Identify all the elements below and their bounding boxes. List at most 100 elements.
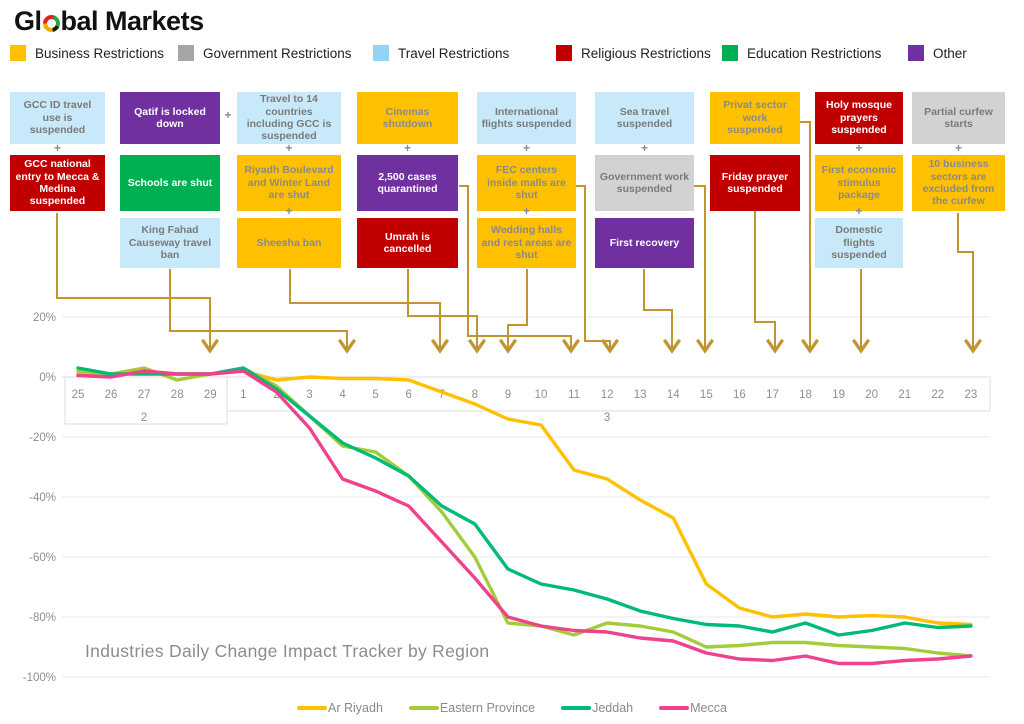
legend-swatch-icon [10,45,26,61]
annotation-text: 10 business sectors are excluded from th… [922,158,995,208]
annotation-text: First economic stimulus package [821,164,897,202]
series-line-mecca [76,369,973,666]
x-axis-label: 7 [439,389,445,401]
connector-arrow [643,269,682,354]
legend-item-business: Business Restrictions [10,44,164,62]
connector-arrow [800,121,820,354]
annotation-text: Wedding halls and rest areas are shut [481,224,572,262]
x-axis-label: 21 [898,389,911,401]
x-axis-label: 29 [204,389,217,401]
plus-icon: + [954,141,962,155]
x-axis-label: 16 [733,389,746,401]
annotation-box: 2,500 cases quarantined [357,155,458,211]
plus-icon: + [53,141,61,155]
annotation-text: GCC ID travel use is suspended [23,99,92,137]
x-axis-label: 10 [535,389,548,401]
annotation-box: Friday prayer suspended [710,155,800,211]
legend-label: Religious Restrictions [581,45,711,61]
legend-swatch-icon [178,45,194,61]
annotation-box: First economic stimulus package [815,155,903,211]
annotation-text: First recovery [609,236,680,249]
annotation-box: International flights suspended [477,92,576,144]
legend-item-travel: Travel Restrictions [373,44,509,62]
legend-label: Business Restrictions [35,45,165,61]
annotation-text: Qatif is locked down [134,105,206,130]
annotation-box: Sheesha ban [237,218,341,268]
connector-arrow [459,185,581,354]
x-axis-label: 13 [634,389,647,401]
x-axis-label: 15 [700,389,713,401]
annotation-box: Cinemas shutdown [357,92,458,144]
annotation-box: Government work suspended [595,155,694,211]
annotation-box: GCC ID travel use is suspended [10,92,105,144]
plus-icon: + [285,204,293,218]
plus-icon: + [522,141,530,155]
x-axis-label: 4 [339,389,346,401]
connector-arrow [289,269,450,354]
annotation-text: King Fahad Causeway travel ban [128,224,212,262]
annotation-text: Schools are shut [127,176,213,189]
x-axis-label: 12 [601,389,614,401]
global-markets-logo: Gl bal Markets [14,6,204,37]
legend-label: Education Restrictions [747,45,882,61]
legend-item-other: Other [908,44,967,62]
legend-item-education: Education Restrictions [722,44,881,62]
annotation-text: Sheesha ban [256,236,322,249]
logo-text-right: bal Markets [60,6,205,36]
y-axis-label: -80% [29,612,56,624]
y-axis-label: -20% [29,432,56,444]
legend-item-religious: Religious Restrictions [556,44,711,62]
month-label: 3 [604,412,610,424]
series-legend: Ar Riyadh Eastern Province Jeddah Mecca [0,701,1024,715]
series-label: Ar Riyadh [328,701,383,715]
legend-label: Travel Restrictions [398,45,510,61]
series-label: Jeddah [592,701,634,715]
series-legend-item: Jeddah [561,701,633,715]
x-axis-label: 9 [505,389,511,401]
annotation-text: Sea travel suspended [616,105,673,130]
series-legend-item: Ar Riyadh [297,701,383,715]
logo-text-left: Gl [14,6,42,36]
annotation-text: Government work suspended [599,170,690,195]
annotation-box: King Fahad Causeway travel ban [120,218,220,268]
x-axis-label: 25 [72,389,85,401]
plus-icon: + [640,141,648,155]
series-swatch-icon [659,706,690,710]
annotation-box: Domestic flights suspended [815,218,903,268]
connector-arrow [957,213,983,354]
legend-swatch-icon [373,45,389,61]
annotation-text: Privat sector work suspended [723,99,787,137]
plus-icon: + [855,141,863,155]
annotation-box: GCC national entry to Mecca & Medina sus… [10,155,105,211]
x-axis-label: 3 [306,389,312,401]
connector-arrow [56,213,220,354]
annotation-box: Wedding halls and rest areas are shut [477,218,576,268]
series-legend-item: Mecca [659,701,727,715]
axis-band [64,377,991,425]
connector-arrow [576,185,620,354]
annotation-text: Umrah is cancelled [383,230,432,255]
x-axis-label: 28 [171,389,184,401]
annotation-text: International flights suspended [481,105,572,130]
x-axis-label: 19 [832,389,845,401]
x-axis-label: 11 [568,389,580,401]
y-axis-label: -60% [29,552,56,564]
x-axis-label: 17 [766,389,779,401]
series-swatch-icon [561,706,592,710]
plus-icon: + [522,204,530,218]
legend-swatch-icon [722,45,738,61]
annotation-text: Cinemas shutdown [382,105,433,130]
annotation-box: First recovery [595,218,694,268]
annotation-text: Travel to 14 countries including GCC is … [246,93,332,143]
y-axis-label: -40% [29,492,56,504]
annotation-text: Partial curfew starts [924,105,993,130]
globe-ring-icon [42,14,60,32]
annotation-box: Privat sector work suspended [710,92,800,144]
legend-item-government: Government Restrictions [178,44,352,62]
series-label: Mecca [690,701,727,715]
x-axis-label: 27 [138,389,151,401]
plus-icon: + [403,141,411,155]
annotation-text: 2,500 cases quarantined [377,170,438,195]
